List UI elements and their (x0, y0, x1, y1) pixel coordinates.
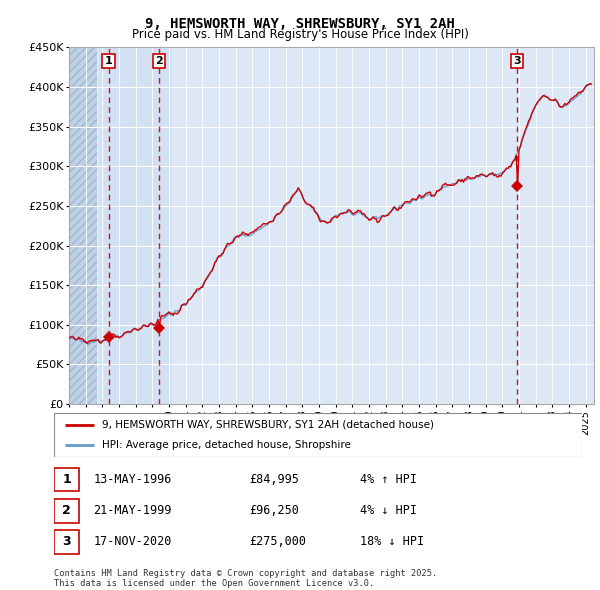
Text: 4% ↑ HPI: 4% ↑ HPI (360, 473, 417, 486)
Text: £275,000: £275,000 (250, 535, 307, 548)
Text: Price paid vs. HM Land Registry's House Price Index (HPI): Price paid vs. HM Land Registry's House … (131, 28, 469, 41)
Bar (54, 499, 79, 523)
Text: Contains HM Land Registry data © Crown copyright and database right 2025.
This d: Contains HM Land Registry data © Crown c… (54, 569, 437, 588)
Text: 13-MAY-1996: 13-MAY-1996 (94, 473, 172, 486)
Text: 1: 1 (104, 56, 112, 66)
Text: 21-MAY-1999: 21-MAY-1999 (94, 504, 172, 517)
Bar (99, 47, 172, 404)
Text: HPI: Average price, detached house, Shropshire: HPI: Average price, detached house, Shro… (101, 440, 350, 450)
Text: 2: 2 (155, 56, 163, 66)
Text: 4% ↓ HPI: 4% ↓ HPI (360, 504, 417, 517)
Text: 3: 3 (62, 535, 71, 548)
Text: 18% ↓ HPI: 18% ↓ HPI (360, 535, 424, 548)
Text: 2: 2 (62, 504, 71, 517)
Text: 9, HEMSWORTH WAY, SHREWSBURY, SY1 2AH: 9, HEMSWORTH WAY, SHREWSBURY, SY1 2AH (145, 17, 455, 31)
Text: 9, HEMSWORTH WAY, SHREWSBURY, SY1 2AH (detached house): 9, HEMSWORTH WAY, SHREWSBURY, SY1 2AH (d… (101, 420, 434, 430)
Text: 17-NOV-2020: 17-NOV-2020 (94, 535, 172, 548)
Bar (69, 47, 97, 404)
Bar (54, 530, 79, 554)
Text: 1: 1 (62, 473, 71, 486)
Text: £96,250: £96,250 (250, 504, 299, 517)
Bar (54, 468, 79, 491)
Text: £84,995: £84,995 (250, 473, 299, 486)
Text: 3: 3 (513, 56, 521, 66)
